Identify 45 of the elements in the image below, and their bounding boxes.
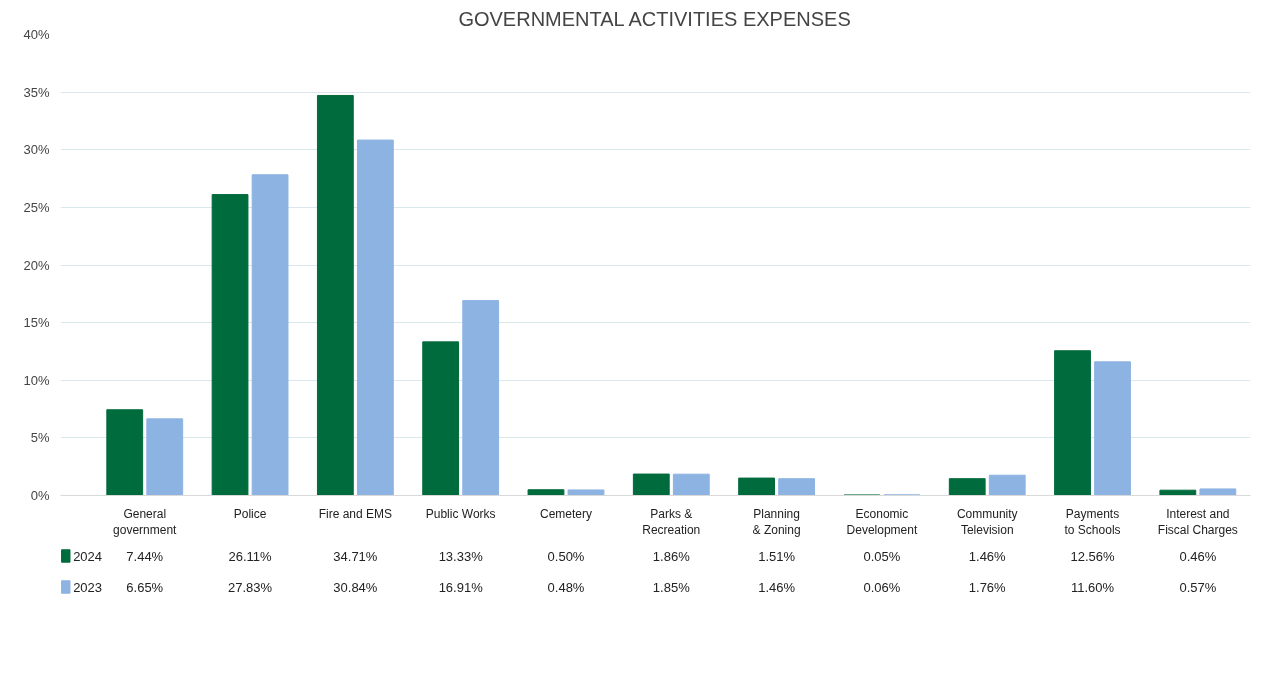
data-label: 0.46% — [1179, 548, 1217, 564]
y-tick-label: 10% — [23, 372, 50, 388]
y-tick-label: 25% — [23, 199, 50, 215]
x-tick-label: Parks & Recreation — [642, 506, 701, 538]
y-tick-label: 20% — [23, 257, 50, 273]
data-label: 26.11% — [228, 548, 273, 564]
data-label: 0.05% — [863, 548, 901, 564]
x-tick-label: Police — [233, 506, 267, 521]
x-tick-label: Planning & Zoning — [752, 506, 801, 538]
chart-title: GOVERNMENTAL ACTIVITIES EXPENSES — [458, 7, 851, 30]
data-label: 0.48% — [547, 579, 585, 595]
y-tick-label: 35% — [23, 84, 50, 100]
legend-label: 2023 — [73, 579, 103, 595]
x-tick-label: Economic Development — [846, 506, 918, 538]
data-label: 0.57% — [1179, 579, 1217, 595]
data-label: 30.84% — [333, 579, 378, 595]
data-label: 1.46% — [758, 579, 796, 595]
data-label: 0.06% — [863, 579, 901, 595]
y-tick-label: 0% — [30, 488, 50, 503]
data-label: 7.44% — [126, 548, 164, 564]
data-label: 1.86% — [652, 548, 691, 564]
legend-label: 2024 — [73, 548, 103, 564]
x-tick-label: Public Works — [425, 506, 496, 521]
data-label: 27.83% — [228, 579, 273, 595]
y-tick-label: 30% — [23, 142, 50, 158]
x-tick-label: Community Television — [956, 506, 1018, 538]
data-label: 16.91% — [438, 579, 484, 595]
x-tick-label: General government — [113, 506, 178, 538]
data-label: 1.85% — [652, 579, 691, 595]
x-tick-label: Interest and Fiscal Charges — [1157, 506, 1238, 538]
data-label: 12.56% — [1070, 548, 1116, 564]
x-tick-label: Cemetery — [539, 506, 592, 521]
data-label: 11.60% — [1070, 579, 1115, 595]
y-tick-label: 40% — [23, 27, 50, 42]
data-label: 0.50% — [547, 548, 585, 564]
x-tick-label: Payments to Schools — [1064, 506, 1121, 538]
data-label: 34.71% — [333, 548, 378, 564]
data-label: 13.33% — [438, 548, 484, 564]
x-tick-label: Fire and EMS — [318, 506, 393, 521]
data-label: 1.76% — [968, 579, 1007, 595]
data-label: 1.51% — [758, 548, 796, 564]
data-label: 1.46% — [968, 548, 1007, 564]
y-tick-label: 5% — [30, 430, 50, 446]
data-label: 6.65% — [126, 579, 164, 595]
y-tick-label: 15% — [23, 315, 50, 331]
